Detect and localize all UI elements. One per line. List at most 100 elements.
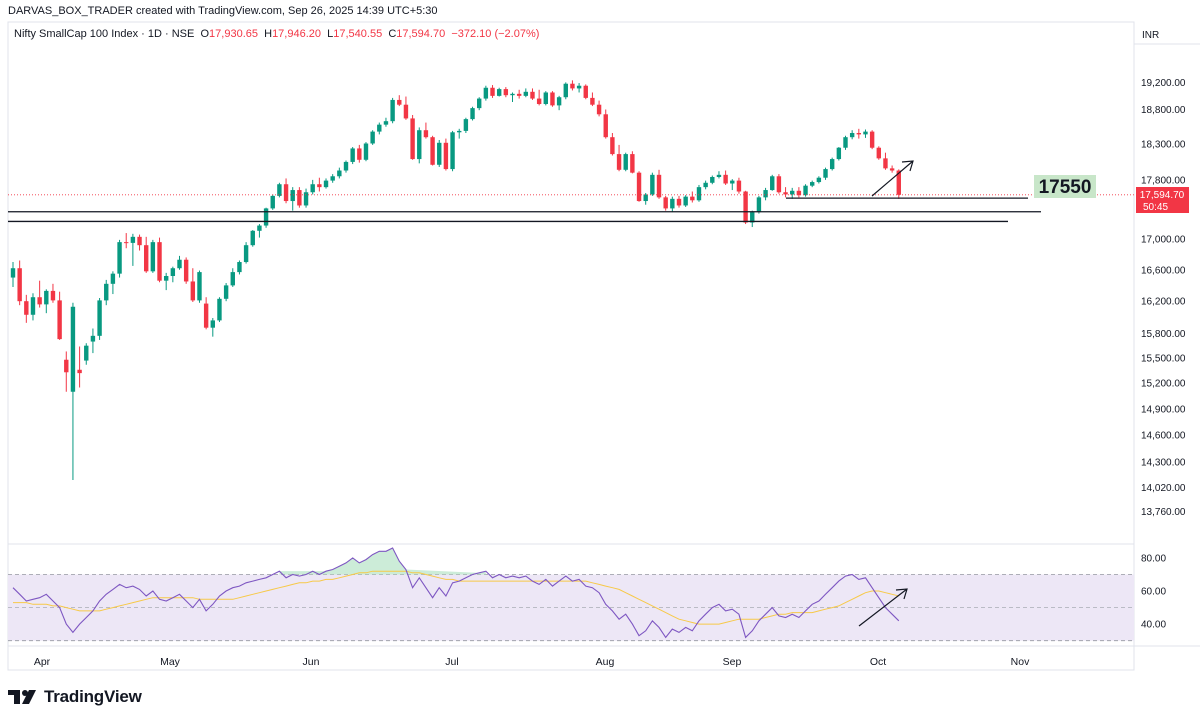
- candle: [423, 122, 429, 139]
- chart-frame: [7, 21, 1200, 671]
- tradingview-logo[interactable]: TradingView: [8, 686, 142, 708]
- candle-body: [277, 184, 282, 196]
- candle-body: [510, 93, 515, 96]
- candle: [150, 239, 156, 273]
- candle: [170, 266, 176, 283]
- price-tick-label: 17,800.00: [1141, 175, 1186, 186]
- level-label[interactable]: 17550: [1034, 175, 1096, 198]
- time-axis[interactable]: Apr May Jun Jul Aug Sep Oct Nov: [34, 656, 1030, 668]
- candle-body: [343, 161, 349, 171]
- candle-body: [703, 182, 708, 188]
- candle: [303, 188, 309, 208]
- candle: [24, 294, 29, 323]
- candle-body: [183, 259, 189, 282]
- price-tick-label: 17,000.00: [1141, 235, 1186, 246]
- candle: [849, 130, 855, 140]
- candle-body: [716, 174, 722, 177]
- price-axis[interactable]: 19,200.00 18,800.00 18,300.00 17,800.00 17,0…: [1141, 78, 1186, 518]
- close-label: C: [388, 28, 397, 40]
- candle-body: [290, 190, 295, 202]
- candle: [197, 270, 202, 303]
- symbol-label[interactable]: Nifty SmallCap 100 Index · 1D · NSE: [14, 28, 195, 40]
- horizontal-lines[interactable]: [8, 194, 1134, 223]
- candle-body: [117, 242, 122, 274]
- candle-body: [776, 176, 782, 193]
- candle: [503, 87, 509, 98]
- candle: [570, 80, 575, 91]
- candle: [556, 95, 562, 111]
- candle: [77, 346, 82, 388]
- candle-body: [137, 236, 142, 246]
- candle: [104, 279, 109, 306]
- candle: [790, 187, 795, 199]
- candle-body: [483, 87, 489, 99]
- candle: [763, 187, 768, 201]
- candle: [50, 283, 56, 303]
- candle: [770, 174, 775, 191]
- candle-body: [490, 87, 495, 96]
- candle-body: [876, 147, 881, 159]
- price-tick-label: 15,800.00: [1141, 329, 1186, 340]
- candle-body: [803, 185, 808, 196]
- price-tick-label: 19,200.00: [1141, 78, 1186, 89]
- candle: [836, 147, 842, 161]
- candle-body: [297, 190, 302, 206]
- candle-body: [403, 104, 409, 119]
- candle: [443, 138, 449, 171]
- month-label: Oct: [870, 656, 886, 668]
- last-price-tag-bg: [1136, 187, 1189, 213]
- candle: [516, 89, 522, 99]
- rsi-axis[interactable]: 80.00 60.00 40.00: [1141, 553, 1166, 630]
- candle-body: [550, 92, 555, 106]
- candle: [290, 187, 295, 211]
- candle: [550, 91, 555, 107]
- candle-body: [496, 89, 502, 96]
- candle: [37, 280, 42, 308]
- candle: [856, 128, 862, 139]
- candle-body: [130, 236, 136, 243]
- candle: [377, 122, 382, 135]
- candle-body: [523, 91, 529, 96]
- candle: [650, 172, 655, 196]
- candle: [810, 180, 815, 188]
- candle-body: [710, 176, 715, 183]
- candle-body: [810, 182, 815, 186]
- rsi-overbought-fill: [279, 548, 486, 575]
- candle-body: [383, 121, 389, 125]
- candle: [663, 195, 668, 211]
- candle: [10, 262, 16, 287]
- candle: [257, 224, 262, 238]
- candle-body: [263, 208, 269, 226]
- month-label: Jun: [303, 656, 320, 668]
- candle-body: [663, 197, 668, 209]
- candle: [496, 87, 502, 97]
- candle-body: [363, 143, 369, 160]
- candle-body: [90, 335, 96, 342]
- candle: [743, 190, 748, 225]
- candle-body: [24, 301, 29, 315]
- candle-body: [623, 154, 628, 170]
- candle: [410, 114, 415, 160]
- candle-body: [636, 172, 642, 202]
- currency-label[interactable]: INR: [1142, 30, 1159, 41]
- candle: [90, 328, 96, 354]
- candle-body: [443, 142, 449, 170]
- rsi-arrowhead-icon: [895, 588, 908, 600]
- candle-body: [97, 300, 102, 336]
- candle-body: [243, 245, 249, 263]
- candle-body: [470, 108, 475, 120]
- level-label-text: 17550: [1039, 177, 1092, 198]
- candle-body: [896, 170, 901, 195]
- candle-body: [77, 369, 82, 374]
- candle-body: [170, 268, 176, 276]
- candle: [317, 177, 322, 192]
- open-value: 17,930.65: [209, 28, 258, 40]
- candle: [876, 146, 881, 160]
- candle: [730, 179, 735, 191]
- candle-body: [823, 169, 828, 178]
- candle-body: [616, 154, 622, 170]
- candle: [803, 184, 808, 197]
- candle-body: [790, 190, 795, 195]
- candle: [144, 236, 149, 273]
